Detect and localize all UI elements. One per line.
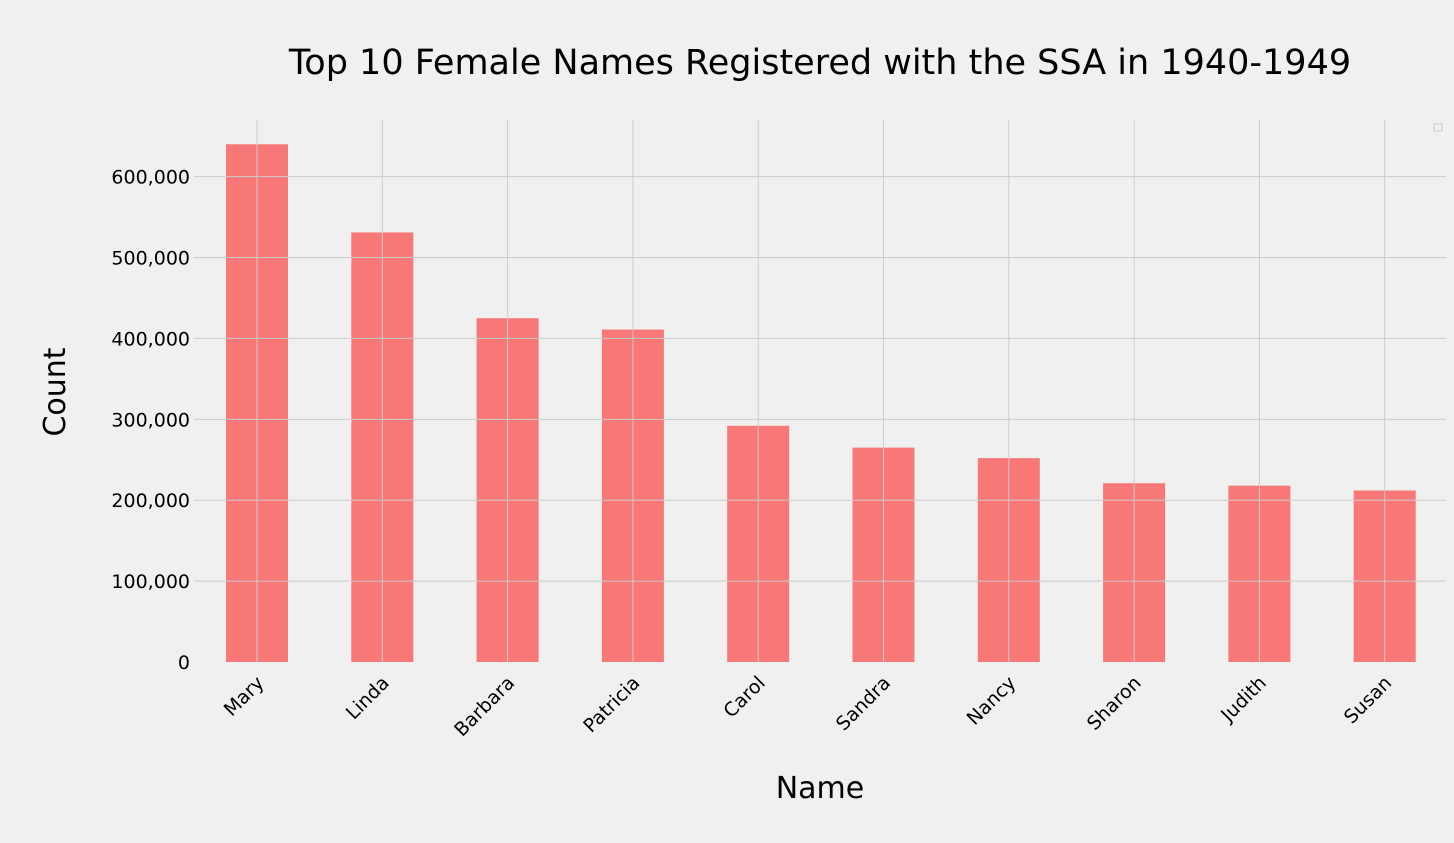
x-tick-label-sandra: Sandra [832,672,895,735]
y-tick-label: 300,000 [111,409,190,431]
grid-lines [194,120,1446,662]
x-tick-labels: Mary Linda Barbara Patricia Carol Sandra Nancy… [220,672,1397,741]
x-tick-label-judith: Judith [1216,672,1271,727]
x-tick-label-linda: Linda [342,672,394,724]
x-tick-label-barbara: Barbara [450,672,519,741]
x-tick-label-carol: Carol [719,672,769,722]
legend-box [1433,123,1443,132]
y-tick-label: 200,000 [111,490,190,512]
x-axis-label: Name [776,771,865,806]
y-tick-label: 400,000 [111,328,190,350]
x-tick-label-nancy: Nancy [963,672,1021,730]
x-tick-label-susan: Susan [1340,672,1396,728]
y-tick-label: 100,000 [111,571,190,593]
y-tick-label: 500,000 [111,248,190,270]
x-tick-label-mary: Mary [220,672,269,721]
x-tick-label-sharon: Sharon [1083,672,1146,735]
y-tick-label: 600,000 [111,167,190,189]
chart-title: Top 10 Female Names Registered with the … [288,43,1351,83]
x-tick-label-patricia: Patricia [579,672,644,737]
y-axis-label: Count [38,347,73,436]
bars [226,144,1416,663]
y-tick-labels: 0 100,000 200,000 300,000 400,000 500,000 600,… [111,167,190,674]
y-tick-label: 0 [178,652,190,674]
